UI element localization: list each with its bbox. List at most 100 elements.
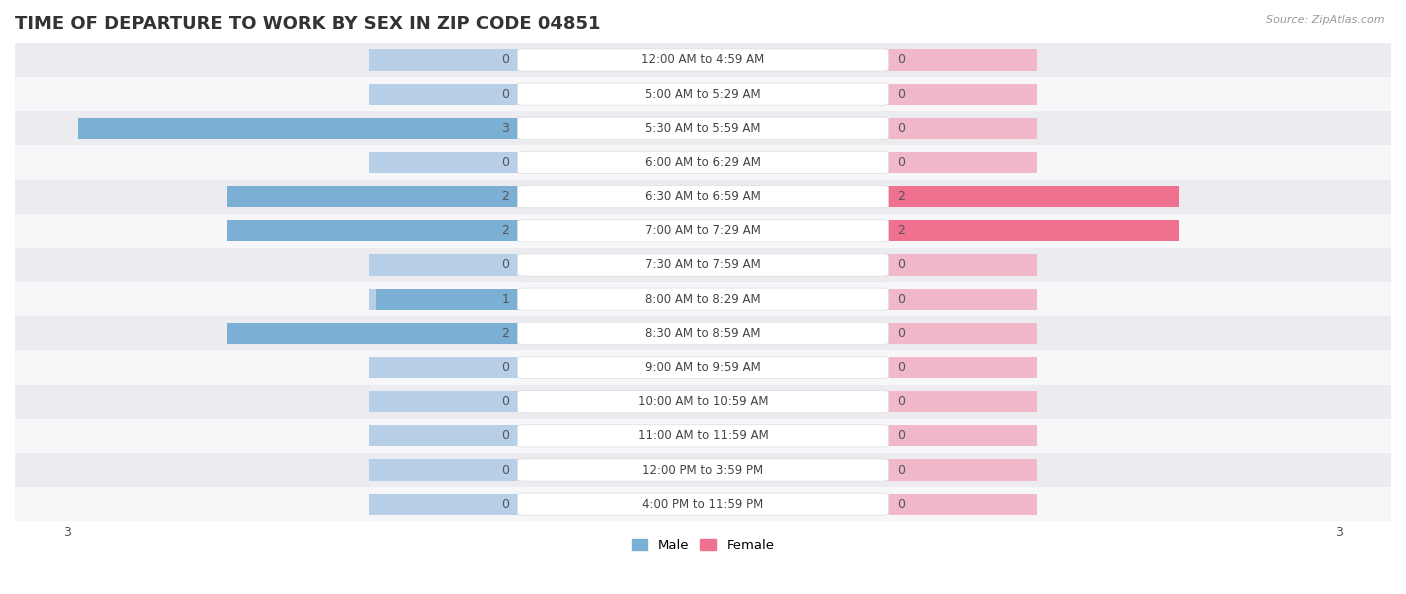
Bar [15,316,1391,350]
Bar [368,289,526,309]
Text: 0: 0 [897,327,905,340]
Text: 8:30 AM to 8:59 AM: 8:30 AM to 8:59 AM [645,327,761,340]
Text: 2: 2 [501,190,509,203]
Bar [15,350,1391,384]
FancyBboxPatch shape [517,288,889,310]
Text: 2: 2 [501,225,509,238]
Text: 0: 0 [501,88,509,100]
Text: 11:00 AM to 11:59 AM: 11:00 AM to 11:59 AM [638,429,768,443]
Text: 0: 0 [897,361,905,374]
Text: 0: 0 [501,429,509,443]
Text: 0: 0 [897,258,905,271]
Bar [15,282,1391,316]
Text: 3: 3 [1334,526,1343,539]
Bar [368,494,526,515]
Bar [368,425,526,447]
Text: 7:00 AM to 7:29 AM: 7:00 AM to 7:29 AM [645,225,761,238]
Bar [15,146,1391,179]
Bar [368,84,526,105]
Bar [880,459,1038,481]
FancyBboxPatch shape [517,185,889,208]
Text: TIME OF DEPARTURE TO WORK BY SEX IN ZIP CODE 04851: TIME OF DEPARTURE TO WORK BY SEX IN ZIP … [15,15,600,33]
FancyBboxPatch shape [517,459,889,481]
Text: 0: 0 [897,156,905,169]
Bar [880,186,1038,207]
Text: 0: 0 [897,395,905,408]
Text: 10:00 AM to 10:59 AM: 10:00 AM to 10:59 AM [638,395,768,408]
Bar [15,453,1391,487]
Bar [226,323,526,344]
FancyBboxPatch shape [517,49,889,71]
Bar [368,254,526,276]
Bar [880,84,1038,105]
Bar [880,49,1038,71]
Text: 0: 0 [501,361,509,374]
Bar [15,77,1391,111]
Bar [15,487,1391,522]
Bar [15,43,1391,77]
Bar [15,214,1391,248]
Bar [880,152,1038,173]
Bar [368,323,526,344]
Text: 2: 2 [897,225,905,238]
Text: 1: 1 [501,293,509,306]
Bar [880,391,1038,412]
Bar [368,49,526,71]
Bar [880,357,1038,378]
Text: 3: 3 [63,526,72,539]
Bar [368,186,526,207]
Text: 0: 0 [897,293,905,306]
Text: 5:00 AM to 5:29 AM: 5:00 AM to 5:29 AM [645,88,761,100]
Text: 5:30 AM to 5:59 AM: 5:30 AM to 5:59 AM [645,122,761,135]
Text: 12:00 PM to 3:59 PM: 12:00 PM to 3:59 PM [643,463,763,476]
Text: 0: 0 [897,463,905,476]
Bar [15,179,1391,214]
Text: 0: 0 [897,498,905,511]
Bar [880,220,1038,241]
Bar [880,425,1038,447]
Text: 4:00 PM to 11:59 PM: 4:00 PM to 11:59 PM [643,498,763,511]
Text: 3: 3 [501,122,509,135]
Legend: Male, Female: Male, Female [626,533,780,557]
Text: 0: 0 [501,463,509,476]
FancyBboxPatch shape [517,425,889,447]
Bar [15,384,1391,419]
Text: 7:30 AM to 7:59 AM: 7:30 AM to 7:59 AM [645,258,761,271]
Bar [368,357,526,378]
Bar [226,186,526,207]
Bar [368,391,526,412]
Text: Source: ZipAtlas.com: Source: ZipAtlas.com [1267,15,1385,25]
FancyBboxPatch shape [517,83,889,105]
Text: 2: 2 [501,327,509,340]
Text: 0: 0 [501,156,509,169]
Text: 0: 0 [897,429,905,443]
Bar [880,289,1038,309]
FancyBboxPatch shape [517,493,889,516]
Text: 0: 0 [501,498,509,511]
FancyBboxPatch shape [517,254,889,276]
FancyBboxPatch shape [517,356,889,378]
Bar [368,118,526,139]
Text: 0: 0 [501,395,509,408]
Bar [368,459,526,481]
Bar [77,118,526,139]
FancyBboxPatch shape [517,220,889,242]
Bar [15,111,1391,146]
Text: 2: 2 [897,190,905,203]
Text: 8:00 AM to 8:29 AM: 8:00 AM to 8:29 AM [645,293,761,306]
FancyBboxPatch shape [517,151,889,173]
Text: 9:00 AM to 9:59 AM: 9:00 AM to 9:59 AM [645,361,761,374]
Bar [880,118,1038,139]
Text: 0: 0 [897,88,905,100]
Text: 0: 0 [897,53,905,67]
Text: 0: 0 [897,122,905,135]
Text: 12:00 AM to 4:59 AM: 12:00 AM to 4:59 AM [641,53,765,67]
Bar [15,419,1391,453]
Bar [368,220,526,241]
Bar [880,186,1180,207]
FancyBboxPatch shape [517,322,889,345]
Text: 0: 0 [501,258,509,271]
Bar [880,220,1180,241]
Bar [368,152,526,173]
Bar [377,289,526,309]
